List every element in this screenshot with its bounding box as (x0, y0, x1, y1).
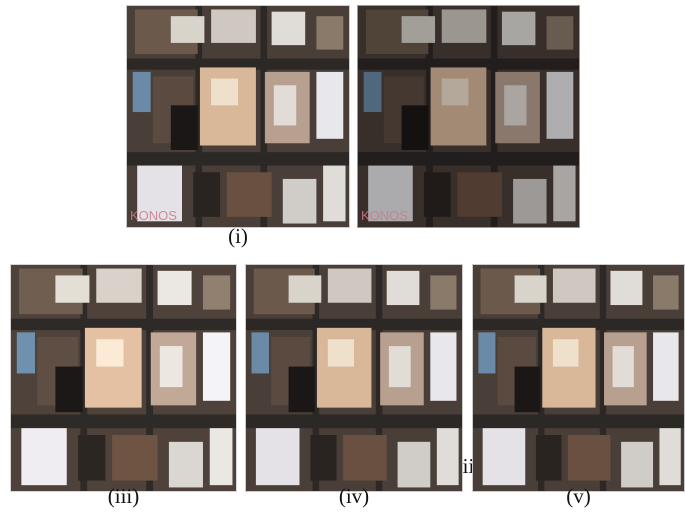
satellite-image (472, 264, 685, 492)
building (193, 172, 220, 217)
building (621, 442, 653, 488)
building (158, 271, 192, 305)
building (171, 16, 205, 43)
building (256, 428, 300, 485)
satellite-image (10, 264, 237, 492)
building (653, 275, 679, 309)
road (10, 414, 237, 428)
building (227, 172, 272, 217)
building (457, 172, 502, 217)
building (430, 275, 456, 309)
building (274, 85, 296, 125)
building (653, 332, 679, 400)
building (659, 428, 680, 485)
watermark: KONOS (130, 208, 177, 223)
building (424, 172, 451, 217)
building (442, 79, 469, 106)
building (515, 367, 541, 413)
building (55, 275, 89, 302)
building (547, 16, 574, 49)
watermark: KONOS (361, 208, 408, 223)
caption: (iv) (339, 484, 369, 508)
building (402, 105, 429, 150)
building (310, 435, 336, 481)
building (55, 367, 82, 413)
building (133, 72, 151, 112)
building (387, 271, 420, 305)
building (96, 269, 141, 303)
building (343, 435, 387, 481)
building (328, 269, 372, 303)
building (211, 79, 238, 106)
building (272, 12, 306, 45)
building (553, 166, 575, 222)
building (513, 179, 546, 224)
satellite-image (357, 5, 580, 228)
building (568, 435, 611, 481)
building (483, 428, 526, 485)
building (389, 346, 411, 387)
satellite-image (245, 264, 463, 492)
building (478, 332, 495, 373)
figure: KONOS(i)KONOS(ii)(iii)(iv)(v) (0, 0, 685, 526)
caption: (i) (228, 224, 248, 248)
building (402, 16, 435, 43)
building (328, 339, 354, 366)
building (289, 367, 315, 413)
building (553, 269, 596, 303)
building (316, 16, 343, 49)
building (316, 72, 343, 139)
building (364, 72, 382, 112)
building (203, 332, 230, 400)
building (504, 85, 526, 125)
building (96, 339, 123, 366)
building (610, 271, 642, 305)
road (126, 152, 350, 165)
building (160, 346, 183, 387)
building (21, 428, 66, 485)
road (245, 414, 463, 428)
building (553, 339, 579, 366)
caption: (iii) (108, 484, 140, 508)
satellite-image (126, 5, 350, 228)
building (442, 9, 487, 42)
building (211, 9, 256, 42)
road (357, 152, 580, 165)
building (289, 275, 322, 302)
building (283, 179, 317, 224)
building (398, 442, 431, 488)
road (472, 414, 685, 428)
building (323, 166, 345, 222)
caption: (v) (566, 484, 591, 508)
building (17, 332, 35, 373)
building (502, 12, 535, 45)
building (536, 435, 562, 481)
building (171, 105, 198, 150)
building (252, 332, 269, 373)
building (515, 275, 547, 302)
building (613, 346, 634, 387)
building (203, 275, 230, 309)
building (210, 428, 233, 485)
building (169, 442, 203, 488)
building (430, 332, 456, 400)
building (78, 435, 105, 481)
building (547, 72, 574, 139)
building (112, 435, 157, 481)
building (437, 428, 459, 485)
